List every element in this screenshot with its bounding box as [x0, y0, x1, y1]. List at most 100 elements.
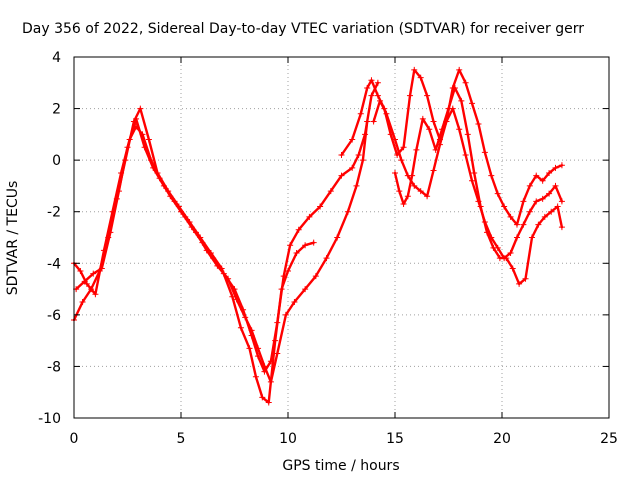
- plus-marker: [349, 136, 356, 143]
- plus-marker: [528, 234, 535, 241]
- series-track-1: [72, 81, 380, 373]
- plus-marker: [451, 84, 458, 91]
- plus-marker: [475, 121, 482, 128]
- plus-marker: [539, 177, 546, 184]
- plus-marker: [554, 203, 561, 210]
- plus-marker: [302, 286, 309, 293]
- plus-marker: [462, 151, 469, 158]
- plus-marker: [368, 92, 375, 99]
- plus-marker: [291, 298, 298, 305]
- plus-marker: [124, 144, 131, 151]
- plus-marker: [546, 170, 553, 177]
- plus-marker: [546, 190, 553, 197]
- plus-marker: [464, 131, 471, 138]
- y-tick-label: -6: [47, 308, 61, 324]
- plus-marker: [355, 151, 362, 158]
- y-tick-label: -4: [47, 256, 61, 272]
- plus-marker: [456, 126, 463, 133]
- plus-marker: [353, 182, 360, 189]
- plus-marker: [98, 265, 105, 272]
- plus-marker: [133, 115, 140, 122]
- plus-marker: [92, 291, 99, 298]
- x-tick-label: 5: [177, 431, 186, 447]
- y-tick-label: 4: [52, 50, 61, 66]
- plus-marker: [398, 157, 405, 164]
- plus-marker: [481, 149, 488, 156]
- plus-marker: [513, 221, 520, 228]
- plus-marker: [79, 298, 86, 305]
- series-track-4: [340, 68, 564, 226]
- x-axis-label: GPS time / hours: [282, 458, 399, 474]
- plus-marker: [507, 249, 514, 256]
- grid-lines: [74, 57, 609, 418]
- plus-marker: [255, 345, 262, 352]
- plus-marker: [539, 195, 546, 202]
- plus-marker: [396, 188, 403, 195]
- plus-marker: [377, 97, 384, 104]
- plus-marker: [107, 229, 114, 236]
- x-tick-label: 10: [279, 431, 297, 447]
- plus-marker: [370, 118, 377, 125]
- plus-marker: [436, 141, 443, 148]
- plus-marker: [364, 84, 371, 91]
- plus-marker: [274, 350, 281, 357]
- plus-marker: [548, 208, 555, 215]
- plus-marker: [252, 373, 259, 380]
- plus-marker: [392, 170, 398, 177]
- plus-marker: [513, 234, 520, 241]
- plus-marker: [203, 247, 210, 254]
- plus-marker: [400, 144, 407, 151]
- plus-marker: [272, 337, 279, 344]
- plus-marker: [137, 105, 144, 112]
- plus-marker: [141, 144, 148, 151]
- y-tick-label: -2: [47, 205, 61, 221]
- plus-marker: [295, 226, 302, 233]
- plus-marker: [368, 77, 375, 84]
- series-track-2: [72, 107, 315, 404]
- plus-marker: [419, 115, 426, 122]
- plus-marker: [516, 280, 523, 287]
- plus-marker: [278, 286, 285, 293]
- x-tick-label: 15: [386, 431, 404, 447]
- markers-track-1: [71, 79, 381, 375]
- plus-marker: [488, 172, 495, 179]
- plus-marker: [327, 188, 334, 195]
- plus-marker: [282, 311, 289, 318]
- plus-marker: [344, 208, 351, 215]
- plus-marker: [406, 92, 413, 99]
- plus-marker: [552, 182, 559, 189]
- markers-track-5: [392, 84, 565, 287]
- plus-marker: [413, 146, 420, 153]
- x-tick-label: 25: [600, 431, 618, 447]
- plus-marker: [357, 110, 364, 117]
- plus-marker: [90, 270, 97, 277]
- plus-marker: [526, 208, 533, 215]
- plus-marker: [449, 105, 456, 112]
- markers-track-6: [370, 97, 565, 262]
- plus-marker: [287, 242, 294, 249]
- markers-track-2: [71, 105, 317, 406]
- plus-marker: [501, 203, 508, 210]
- plus-marker: [392, 136, 398, 143]
- plus-marker: [426, 126, 433, 133]
- plus-marker: [443, 118, 450, 125]
- x-tick-label: 20: [493, 431, 511, 447]
- y-axis-label: SDTVAR / TECUs: [5, 181, 21, 296]
- plus-marker: [424, 193, 431, 200]
- plus-marker: [160, 182, 167, 189]
- plus-marker: [558, 224, 565, 231]
- plus-marker: [323, 255, 330, 262]
- plus-marker: [430, 167, 437, 174]
- y-tick-label: 0: [52, 153, 61, 169]
- plus-marker: [404, 193, 411, 200]
- plus-marker: [400, 200, 407, 207]
- plus-marker: [558, 162, 565, 169]
- y-tick-label: -10: [38, 411, 61, 427]
- plus-marker: [293, 249, 300, 256]
- plus-marker: [150, 164, 157, 171]
- plus-marker: [462, 79, 469, 86]
- plus-marker: [214, 262, 221, 269]
- chart-title: Day 356 of 2022, Sidereal Day-to-day VTE…: [22, 21, 584, 37]
- plus-marker: [404, 172, 411, 179]
